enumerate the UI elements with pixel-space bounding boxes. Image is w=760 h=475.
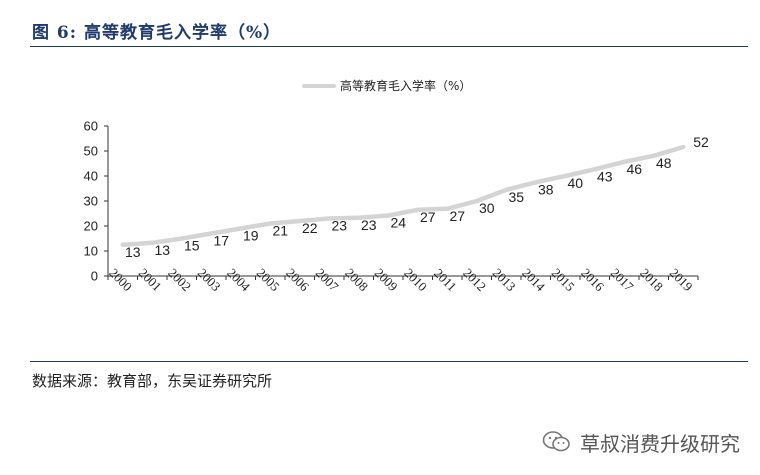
data-label: 21 [272,223,288,239]
data-label: 27 [449,208,465,224]
data-label: 35 [508,189,524,205]
data-label: 43 [597,168,613,184]
source-note: 数据来源：教育部，东吴证券研究所 [32,372,273,390]
wechat-icon [542,431,570,452]
x-tick-label: 2002 [165,265,194,294]
y-tick-label: 0 [91,269,98,284]
data-labels: 13 13 15 17 19 21 22 23 23 24 27 27 30 35 38 40 43 46 48 52 [125,134,709,260]
x-tick-label: 2000 [106,265,135,294]
x-tick-label: 2017 [608,265,637,294]
data-label: 13 [154,242,170,258]
data-label: 46 [626,161,642,177]
data-label: 38 [538,181,554,197]
x-tick-label: 2019 [667,265,696,294]
x-tick-label: 2011 [431,265,460,294]
x-tick-label: 2008 [342,265,371,294]
data-label: 15 [184,238,200,254]
data-label: 13 [125,244,141,260]
bottom-rule [30,361,748,362]
x-tick-label: 2003 [195,265,224,294]
x-tick-label: 2004 [224,265,253,294]
x-tick-label: 2012 [460,265,489,294]
y-tick-label: 40 [84,169,98,184]
y-tick-label: 60 [84,119,98,134]
data-label: 23 [361,217,377,233]
x-axis-ticks: 2000 2001 2002 2003 2004 2005 2006 2007 2008 2009… [106,265,699,294]
x-tick-label: 2013 [490,265,519,294]
x-tick-label: 2014 [519,265,548,294]
x-tick-label: 2001 [136,265,165,294]
x-tick-label: 2006 [283,265,312,294]
top-rule [30,46,748,47]
y-tick-label: 30 [84,194,98,209]
x-tick-label: 2007 [313,265,342,294]
watermark-text: 草叔消费升级研究 [580,431,740,456]
x-tick-label: 2015 [549,265,578,294]
chart-legend: 高等教育毛入学率（%） [302,78,471,93]
data-label: 24 [390,215,406,231]
watermark: 草叔消费升级研究 [542,428,740,456]
chart-axes [107,126,698,277]
data-label: 52 [693,134,709,150]
data-label: 17 [213,233,229,249]
y-tick-label: 50 [84,144,98,159]
data-label: 19 [243,228,259,244]
legend-label: 高等教育毛入学率（%） [340,78,471,93]
y-axis-ticks: 0 10 20 30 40 50 60 [84,119,108,284]
x-tick-label: 2005 [254,265,283,294]
y-tick-label: 10 [84,244,98,259]
x-tick-label: 2018 [637,265,666,294]
series-line [120,144,686,248]
x-tick-label: 2009 [372,265,401,294]
y-tick-label: 20 [84,219,98,234]
data-label: 40 [567,175,583,191]
data-label: 22 [302,220,318,236]
data-label: 30 [479,200,495,216]
x-tick-label: 2010 [401,265,430,294]
figure-title: 图 6: 高等教育毛入学率（%） [32,23,282,43]
data-label: 23 [331,218,347,234]
x-tick-label: 2016 [578,265,607,294]
data-label: 27 [420,209,436,225]
data-label: 48 [656,155,672,171]
